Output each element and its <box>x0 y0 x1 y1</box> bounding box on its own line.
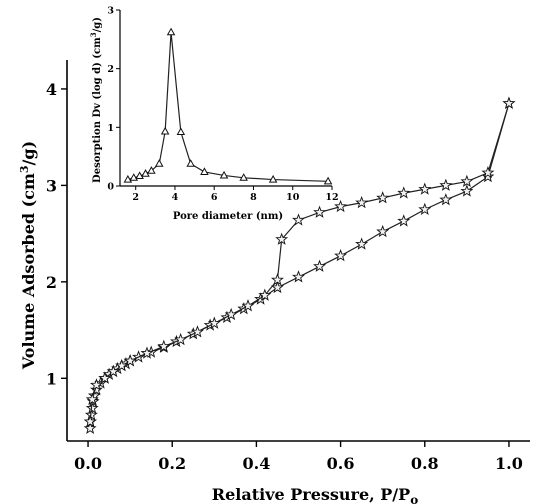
inset-x-tick-label: 10 <box>286 192 300 203</box>
inset-y-tick-label: 1 <box>107 123 114 134</box>
main-series-1-line <box>89 103 510 422</box>
main-series-1-point <box>397 186 411 199</box>
inset-x-tick-label: 6 <box>211 192 218 203</box>
main-series-0-point <box>376 224 390 238</box>
inset-series-0-point <box>166 27 176 36</box>
inset-series <box>123 27 333 185</box>
inset-series-0-point <box>123 174 133 183</box>
main-series-1-point <box>241 299 255 312</box>
main-series-1-point <box>355 195 369 209</box>
main-y-tick-label: 2 <box>46 273 57 292</box>
inset-series-0-point <box>135 171 144 180</box>
inset-series-0-point <box>186 159 195 167</box>
main-series-1-point <box>115 358 129 372</box>
main-series-1-point <box>292 213 305 226</box>
main-series-0-point <box>397 214 411 227</box>
inset-x-tick-label: 2 <box>132 192 139 203</box>
inset-y-tick-label: 2 <box>107 64 114 75</box>
main-series-1-point <box>376 191 390 204</box>
main-x-tick-label: 0.0 <box>74 454 102 473</box>
main-series-1-point <box>157 339 171 352</box>
main-x-axis-title: Relative Pressure, P/Po <box>212 485 418 504</box>
main-series-0-point <box>460 184 474 197</box>
inset-y-tick-label: 0 <box>107 182 114 193</box>
main-series-1-point <box>83 414 97 428</box>
main-series-0-point <box>334 249 348 262</box>
main-series-1-point <box>123 354 137 367</box>
inset-y-tick-label: 3 <box>107 6 114 17</box>
main-series-1-point <box>418 182 432 195</box>
inset-series-0-point <box>239 173 248 181</box>
main-y-tick-label: 1 <box>46 369 57 388</box>
main-series-1-point <box>207 316 221 329</box>
main-x-tick-label: 0.6 <box>327 454 355 473</box>
main-series-1-point <box>98 371 112 384</box>
main-series-1-point <box>439 178 453 191</box>
main-series-0-point <box>89 383 103 396</box>
main-series-0-point <box>439 193 453 206</box>
main-y-axis-title: Volume Adsorbed (cm3/g) <box>18 141 38 370</box>
main-series-1-point <box>270 273 284 286</box>
main-x-tick-label: 1.0 <box>495 454 523 473</box>
inset-y-axis-title: Desorption Dv (log d) (cm3/g) <box>89 17 103 183</box>
inset-x-tick-label: 12 <box>325 192 338 203</box>
main-x-tick-label: 0.2 <box>158 454 186 473</box>
main-y-tick-label: 3 <box>46 176 57 195</box>
inset-series-0-point <box>268 174 278 183</box>
inset-series-0-point <box>160 126 170 135</box>
main-series-0-point <box>313 259 327 272</box>
main-series-1-point <box>258 288 272 301</box>
main-series-0-point <box>292 270 305 283</box>
inset-series-0-point <box>141 169 150 177</box>
main-series-1-point <box>502 96 516 109</box>
main-series-1-point <box>313 205 327 218</box>
main-series-1-point <box>191 325 204 338</box>
inset-series-0-point <box>323 176 333 185</box>
main-series-1-point <box>174 332 188 346</box>
main-series-1-point <box>85 392 99 406</box>
inset-series-0-point <box>147 166 156 174</box>
inset-x-tick-label: 8 <box>250 192 257 203</box>
inset-series-0-point <box>129 173 139 181</box>
inset-series-0-point <box>154 159 164 167</box>
main-series-1-point <box>460 174 474 188</box>
main-series-1-point <box>481 166 495 179</box>
main-series-0-line <box>89 103 510 429</box>
inset-series-0-point <box>200 167 209 175</box>
inset-x-axis-title: Pore diameter (nm) <box>173 211 283 222</box>
main-series-0-point <box>270 280 284 294</box>
main-series-0-point <box>418 202 432 216</box>
main-series-1-point <box>140 346 154 359</box>
main-series-1-point <box>334 199 348 213</box>
main-series-1-point <box>275 232 289 245</box>
main-y-tick-label: 4 <box>46 80 57 99</box>
main-series-0-point <box>355 237 369 250</box>
inset-x-tick-label: 4 <box>172 192 179 203</box>
main-series-1-point <box>90 378 103 391</box>
main-x-tick-label: 0.8 <box>411 454 439 473</box>
inset-series-0-point <box>176 127 186 136</box>
main-series-0-point <box>85 401 99 414</box>
main-x-tick-label: 0.4 <box>242 454 270 473</box>
inset-series-0-line <box>127 32 329 182</box>
main-series-1-point <box>224 307 238 321</box>
main-series <box>83 96 516 434</box>
inset-series-0-point <box>219 170 229 179</box>
main-series-1-point <box>106 364 120 378</box>
